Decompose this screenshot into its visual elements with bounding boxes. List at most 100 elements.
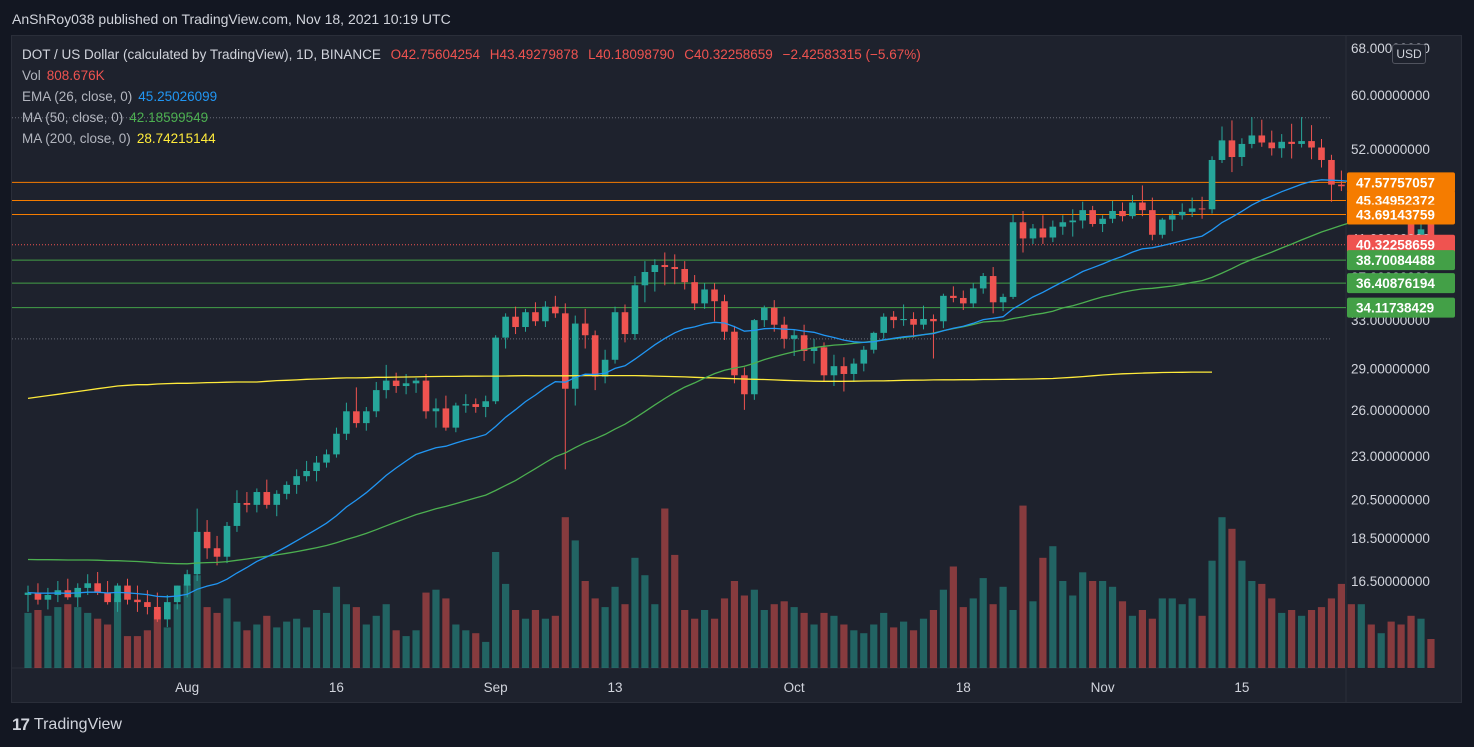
candle-body [1427, 222, 1435, 245]
candle-body [850, 363, 858, 374]
volume-bar [800, 612, 808, 668]
candle [581, 308, 589, 349]
candle-body [293, 476, 300, 485]
candle-body [1228, 140, 1236, 158]
price-chart[interactable]: 68.0000000060.0000000052.0000000041.0000… [12, 36, 1461, 702]
candle [900, 304, 907, 326]
volume-bar [979, 578, 987, 668]
candle [343, 402, 350, 440]
volume-bar [1288, 610, 1296, 668]
volume-bar [1009, 610, 1017, 668]
candle [1298, 117, 1305, 148]
ema-value: 45.25026099 [138, 89, 218, 104]
candle [1049, 220, 1057, 243]
candle [1139, 185, 1146, 217]
tradingview-logo[interactable]: 17 TradingView [12, 715, 122, 735]
candle-body [999, 296, 1007, 303]
volume-bar [1148, 618, 1156, 668]
ma200-value: 28.74215144 [136, 131, 216, 146]
volume-bar [1138, 610, 1146, 668]
volume-bar [1059, 581, 1067, 668]
volume-bar [850, 630, 858, 668]
candle-body [830, 366, 838, 376]
candle [313, 455, 320, 482]
tradingview-logo-text: TradingView [33, 716, 122, 733]
candle [571, 315, 579, 406]
candle [522, 308, 529, 332]
candle [631, 276, 639, 341]
volume-bar [113, 598, 122, 668]
candle-body [1218, 140, 1226, 160]
volume-bar [1099, 581, 1107, 668]
volume-bar [1317, 607, 1326, 668]
candle [1308, 125, 1315, 160]
x-tick-label: 13 [608, 680, 623, 695]
candle [422, 373, 430, 419]
candle-body [1288, 141, 1295, 144]
volume-bar [213, 612, 221, 668]
volume-bar [253, 624, 261, 668]
candle-body [303, 471, 310, 477]
author-name[interactable]: AnShRoy038 [12, 11, 95, 27]
volume-bar [1079, 572, 1087, 668]
volume-bar [1029, 601, 1037, 668]
chart-panel[interactable]: 68.0000000060.0000000052.0000000041.0000… [11, 35, 1462, 703]
ma50-line [27, 206, 1431, 565]
candle-body [1328, 159, 1335, 185]
candle-body [681, 269, 688, 283]
volume-bar [283, 621, 291, 668]
candle [412, 377, 420, 393]
volume-bar [870, 624, 878, 668]
legend-volume-row[interactable]: Vol 808.676K [22, 65, 927, 86]
currency-selector[interactable]: USD [1392, 44, 1426, 64]
ohlc-high: H43.49279878 [489, 47, 579, 62]
y-tick-label: 18.50000000 [1351, 531, 1430, 546]
candle-body [800, 335, 808, 352]
candle-body [761, 307, 768, 321]
candle-body [1009, 222, 1017, 297]
candle-body [979, 276, 987, 289]
candle-body [581, 323, 589, 336]
candle-body [1338, 184, 1345, 187]
chart-legend: DOT / US Dollar (calculated by TradingVi… [22, 44, 927, 149]
candle [621, 304, 629, 343]
volume-bar [581, 581, 589, 668]
candle [969, 283, 977, 308]
candle-body [721, 301, 728, 332]
candle-body [989, 276, 997, 303]
candle [1198, 196, 1206, 219]
volume-bar [1278, 612, 1286, 668]
candle-body [1079, 210, 1086, 221]
candle [651, 259, 659, 292]
volume-bar [1347, 604, 1355, 668]
ma200-label: MA (200, close, 0) [22, 131, 131, 146]
price-label-bg [1347, 297, 1455, 318]
candle [641, 261, 649, 303]
candle-body [412, 380, 420, 384]
volume-bar [74, 607, 82, 668]
candle [323, 449, 330, 468]
volume-bar [44, 615, 52, 668]
candle [751, 318, 758, 400]
candle [442, 395, 450, 431]
legend-ma200-row[interactable]: MA (200, close, 0) 28.74215144 [22, 128, 927, 149]
candle [24, 585, 32, 612]
volume-bar [661, 508, 669, 668]
candle [34, 583, 42, 605]
candle [54, 581, 62, 603]
candle-body [183, 574, 191, 586]
legend-ema-row[interactable]: EMA (26, close, 0) 45.25026099 [22, 86, 927, 107]
symbol-title[interactable]: DOT / US Dollar (calculated by TradingVi… [22, 47, 381, 62]
volume-bar [561, 517, 569, 668]
candle-body [442, 408, 450, 428]
candle-body [243, 502, 251, 505]
publish-info: published on TradingView.com, Nov 18, 20… [98, 11, 451, 27]
candle [64, 578, 72, 600]
volume-bar [1128, 615, 1137, 668]
candle-body [84, 583, 91, 588]
resistance-price-label: 47.57757057 [1347, 172, 1455, 193]
candle-body [651, 265, 659, 273]
candle-body [1119, 210, 1126, 217]
legend-ma50-row[interactable]: MA (50, close, 0) 42.18599549 [22, 107, 927, 128]
volume-bar [64, 604, 72, 668]
